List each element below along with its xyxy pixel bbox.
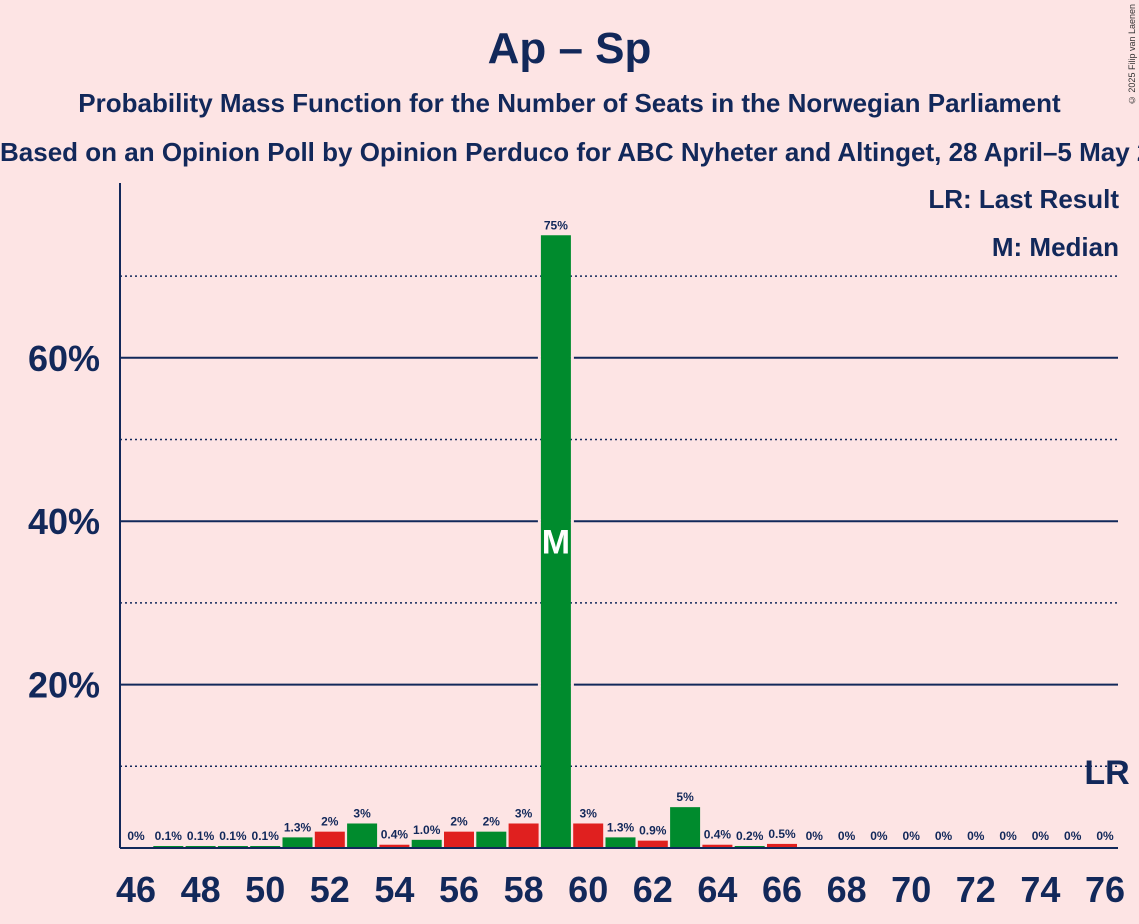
bar-seat-55 — [411, 839, 442, 848]
bar-value-label: 0.1% — [252, 829, 280, 843]
bar-seat-63 — [670, 807, 701, 848]
x-tick-label: 74 — [1020, 869, 1060, 910]
bar-value-label: 0% — [1064, 829, 1082, 843]
bar-value-label: 0.1% — [187, 829, 215, 843]
bar-value-label: 0% — [935, 829, 953, 843]
bar-value-label: 2% — [483, 815, 501, 829]
chart-title: Ap – Sp — [487, 24, 652, 73]
gridline-gap — [537, 519, 541, 524]
bar-seat-58 — [508, 823, 539, 848]
y-tick-label: 20% — [28, 665, 100, 706]
bar-value-label: 2% — [321, 815, 339, 829]
median-marker: M — [542, 524, 570, 562]
bar-value-label: 0% — [1096, 829, 1114, 843]
y-tick-label: 40% — [28, 501, 100, 542]
bar-value-label: 0% — [1032, 829, 1050, 843]
bar-value-label: 1.3% — [607, 820, 635, 834]
x-tick-label: 66 — [762, 869, 802, 910]
x-tick-label: 50 — [245, 869, 285, 910]
x-tick-label: 70 — [891, 869, 931, 910]
x-tick-label: 64 — [697, 869, 737, 910]
x-tick-label: 62 — [633, 869, 673, 910]
x-tick-label: 68 — [827, 869, 867, 910]
legend-median: M: Median — [991, 232, 1119, 262]
chart-source-line: Based on an Opinion Poll by Opinion Perd… — [0, 137, 1139, 167]
bar-value-label: 3% — [353, 806, 371, 820]
bar-seat-61 — [605, 837, 636, 848]
x-tick-label: 58 — [504, 869, 544, 910]
bar-value-label: 0.4% — [704, 828, 732, 842]
bar-seat-56 — [444, 831, 474, 848]
bar-value-label: 1.0% — [413, 823, 441, 837]
bar-value-label: 0.4% — [381, 828, 409, 842]
x-tick-label: 76 — [1085, 869, 1125, 910]
bar-value-label: 0% — [903, 829, 921, 843]
bar-seat-64 — [702, 844, 733, 848]
gridline-gap — [537, 355, 541, 360]
bar-value-label: 0.1% — [219, 829, 247, 843]
bar-value-label: 5% — [676, 790, 694, 804]
last-result-marker: LR — [1084, 754, 1129, 792]
bar-value-label: 0% — [838, 829, 856, 843]
chart-subtitle: Probability Mass Function for the Number… — [78, 88, 1061, 118]
x-tick-label: 56 — [439, 869, 479, 910]
gridline-gap — [570, 355, 574, 360]
bar-seat-60 — [573, 823, 604, 848]
bar-value-label: 0.1% — [155, 829, 183, 843]
bar-value-label: 3% — [580, 806, 598, 820]
bar-seat-66 — [767, 843, 797, 848]
bar-value-label: 0% — [127, 829, 145, 843]
bar-value-label: 75% — [544, 218, 568, 232]
bar-value-label: 0% — [806, 829, 824, 843]
bar-value-label: 2% — [450, 815, 468, 829]
bar-value-label: 3% — [515, 806, 533, 820]
bar-value-label: 0.5% — [768, 827, 796, 841]
bar-value-label: 0.9% — [639, 824, 667, 838]
y-tick-label: 60% — [28, 338, 100, 379]
gridline-gap — [570, 682, 574, 687]
bar-seat-52 — [314, 831, 345, 848]
bar-seat-59 — [540, 235, 571, 848]
gridline-gap — [537, 682, 541, 687]
bar-value-label: 0% — [967, 829, 985, 843]
gridline-gap — [570, 519, 574, 524]
x-tick-label: 60 — [568, 869, 608, 910]
bar-value-label: 1.3% — [284, 820, 312, 834]
bar-seat-62 — [637, 840, 668, 848]
bar-seat-57 — [476, 831, 507, 848]
x-tick-label: 72 — [956, 869, 996, 910]
bar-seat-54 — [379, 844, 410, 848]
x-tick-label: 46 — [116, 869, 156, 910]
bar-seat-51 — [282, 837, 313, 848]
x-tick-label: 54 — [374, 869, 414, 910]
bar-value-label: 0.2% — [736, 829, 764, 843]
x-tick-label: 48 — [181, 869, 221, 910]
x-tick-label: 52 — [310, 869, 350, 910]
bar-seat-53 — [347, 823, 378, 848]
legend-last-result: LR: Last Result — [928, 184, 1119, 214]
bar-value-label: 0% — [870, 829, 888, 843]
bar-value-label: 0% — [999, 829, 1017, 843]
